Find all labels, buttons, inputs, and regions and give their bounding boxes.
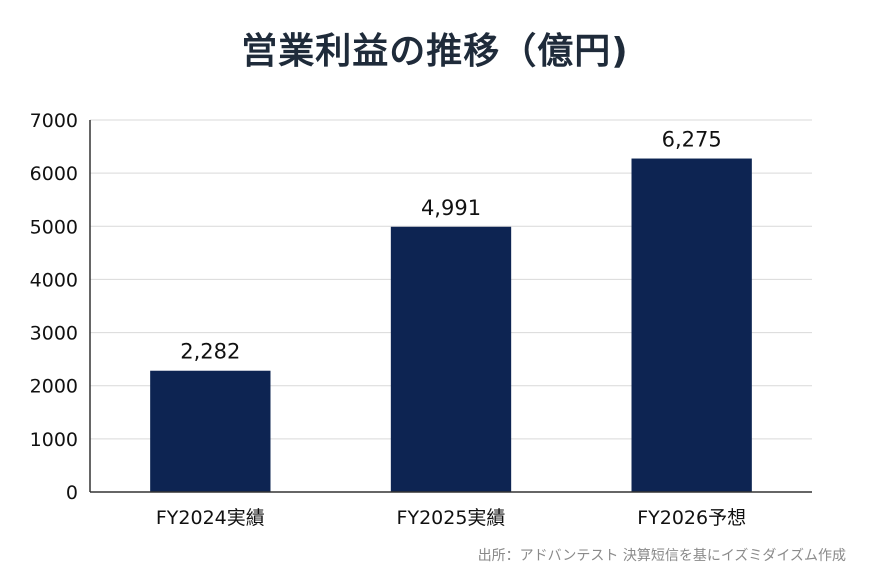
bar-FY2026予想 (631, 158, 752, 492)
bar-FY2025実績 (390, 226, 512, 492)
y-tick-label-4000: 4000 (30, 269, 78, 291)
y-tick-label-7000: 7000 (30, 110, 78, 132)
data-label-FY2026予想: 6,275 (662, 128, 722, 152)
y-tick-label-6000: 6000 (30, 163, 78, 185)
data-label-FY2024実績: 2,282 (180, 340, 240, 364)
y-tick-label-3000: 3000 (30, 323, 78, 345)
x-tick-label-FY2026予想: FY2026予想 (637, 507, 746, 529)
labels: 0 1000 2000 3000 4000 5000 6000 7000 2,282 FY2024… (30, 110, 746, 529)
bar-FY2024実績 (150, 370, 271, 492)
x-tick-label-FY2025実績: FY2025実績 (397, 507, 506, 529)
x-tick-label-FY2024実績: FY2024実績 (156, 507, 265, 529)
chart-title: 営業利益の推移（億円) (241, 31, 629, 72)
y-tick-label-1000: 1000 (30, 429, 78, 451)
axes (89, 120, 812, 493)
y-tick-label-2000: 2000 (30, 376, 78, 398)
data-label-FY2025実績: 4,991 (421, 196, 481, 220)
y-tick-label-0: 0 (66, 482, 78, 504)
bars (150, 158, 752, 492)
source-note: 出所：アドバンテスト 決算短信を基にイズミダイズム作成 (477, 548, 846, 564)
y-tick-label-5000: 5000 (30, 216, 78, 238)
